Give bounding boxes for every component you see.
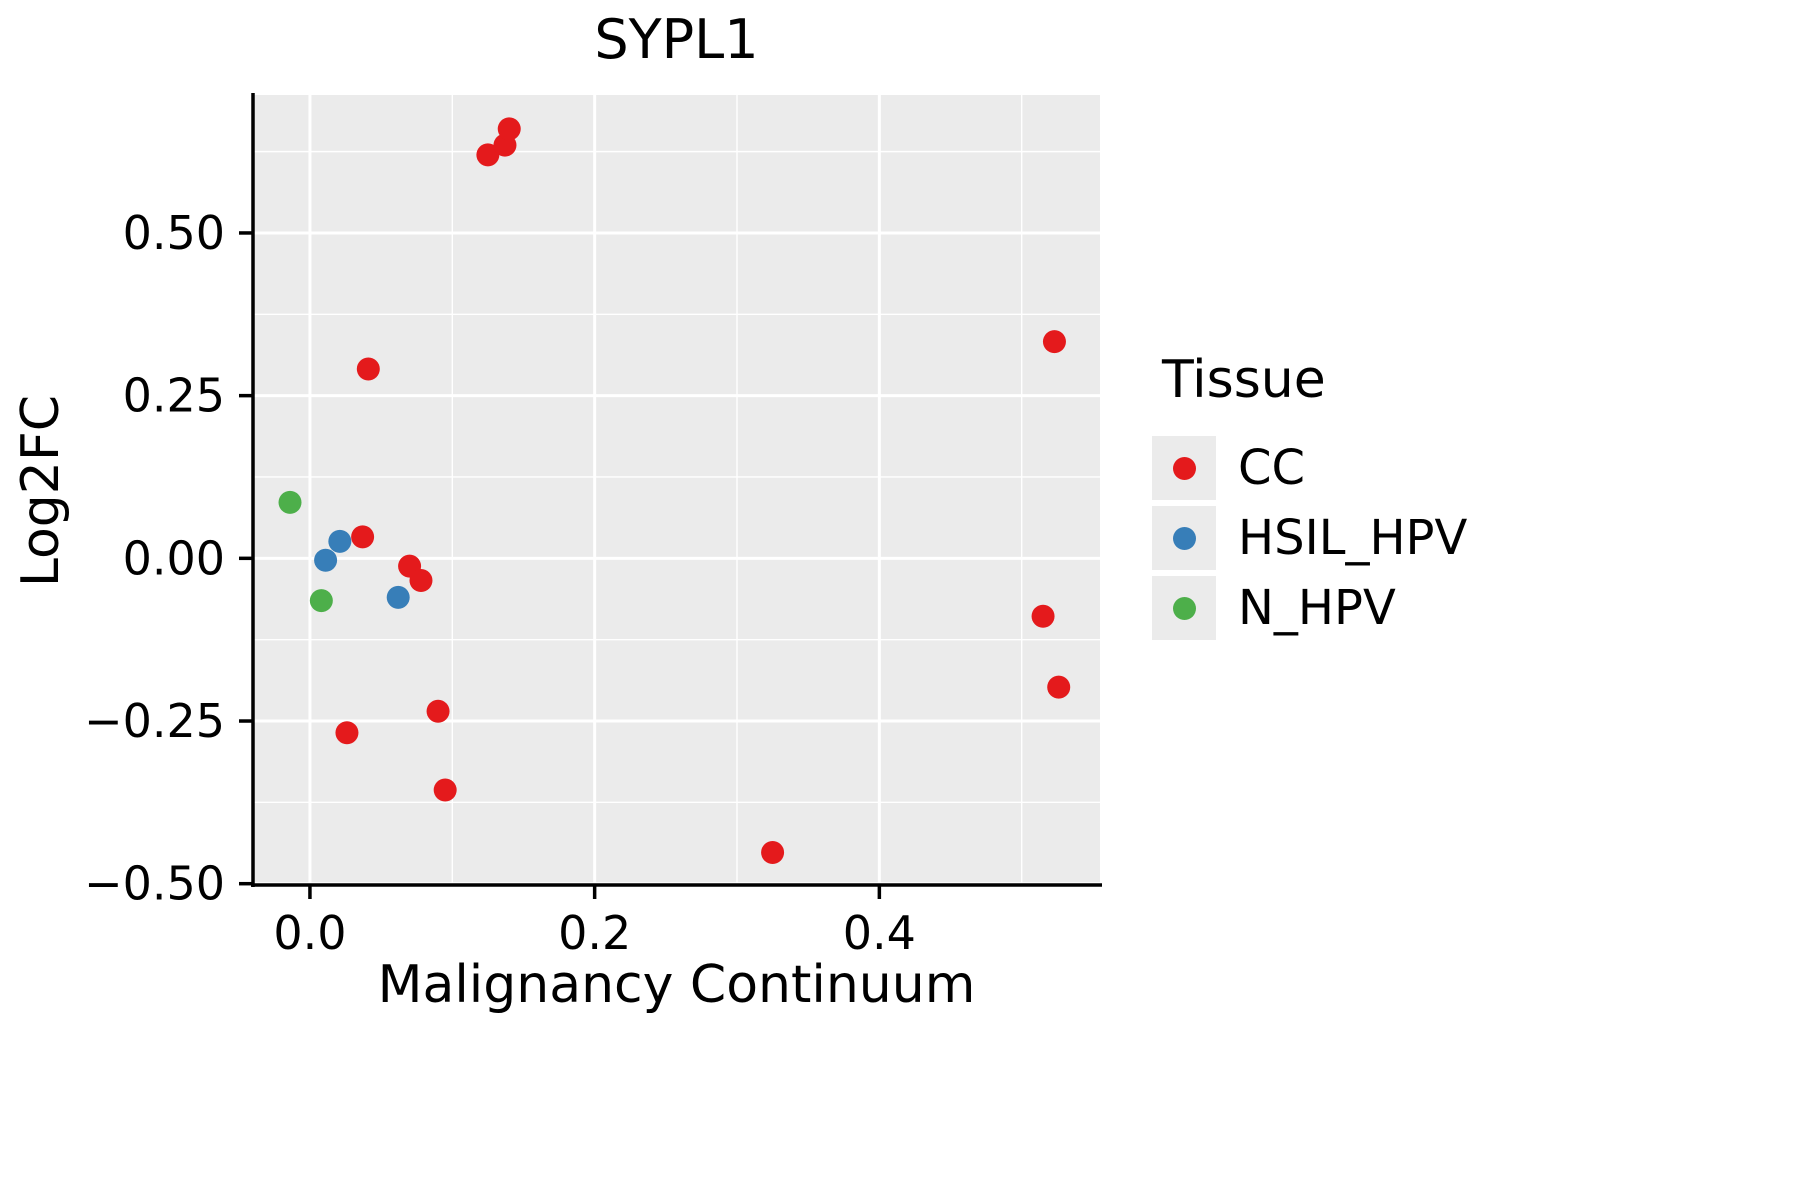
legend-item-n_hpv: N_HPV (1152, 576, 1467, 640)
legend: Tissue CC HSIL_HPV N_HPV (1152, 350, 1467, 646)
data-point-cc (1047, 675, 1071, 699)
y-tick-label: 0.25 (123, 369, 225, 423)
legend-item-cc: CC (1152, 436, 1467, 500)
data-point-n_hpv (278, 490, 302, 514)
x-axis-title: Malignancy Continuum (377, 955, 976, 1015)
data-point-hsil_hpv (314, 548, 338, 572)
x-tick-label: 0.4 (843, 906, 916, 960)
data-point-cc (335, 721, 359, 745)
y-tick-label: 0.00 (123, 531, 225, 585)
data-point-cc (497, 117, 521, 141)
legend-item-label: CC (1238, 440, 1306, 496)
legend-items: CC HSIL_HPV N_HPV (1152, 436, 1467, 640)
data-point-cc (433, 778, 457, 802)
data-point-cc (1042, 330, 1066, 354)
legend-key-swatch (1152, 506, 1216, 570)
y-tick-label: −0.50 (84, 857, 225, 911)
x-tick-label: 0.2 (558, 906, 631, 960)
data-point-cc (351, 525, 375, 549)
legend-dot-icon (1172, 596, 1196, 620)
chart-title: SYPL1 (594, 8, 759, 71)
y-tick-label: −0.25 (84, 694, 225, 748)
data-point-n_hpv (309, 589, 333, 613)
legend-key-swatch (1152, 436, 1216, 500)
legend-item-label: N_HPV (1238, 580, 1396, 636)
data-point-cc (476, 143, 500, 167)
x-tick-label: 0.0 (273, 906, 346, 960)
legend-key-swatch (1152, 576, 1216, 640)
legend-item-label: HSIL_HPV (1238, 510, 1468, 566)
legend-title: Tissue (1162, 350, 1326, 410)
legend-dot-icon (1172, 526, 1196, 550)
data-point-cc (356, 357, 380, 381)
legend-item-hsil_hpv: HSIL_HPV (1152, 506, 1467, 570)
y-tick-label: 0.50 (123, 206, 225, 260)
data-point-hsil_hpv (386, 585, 410, 609)
panel-background (253, 95, 1100, 885)
legend-dot-icon (1172, 456, 1196, 480)
data-point-cc (761, 840, 785, 864)
data-point-cc (1031, 604, 1055, 628)
data-point-hsil_hpv (328, 529, 352, 553)
data-point-cc (426, 699, 450, 723)
data-point-cc (409, 568, 433, 592)
